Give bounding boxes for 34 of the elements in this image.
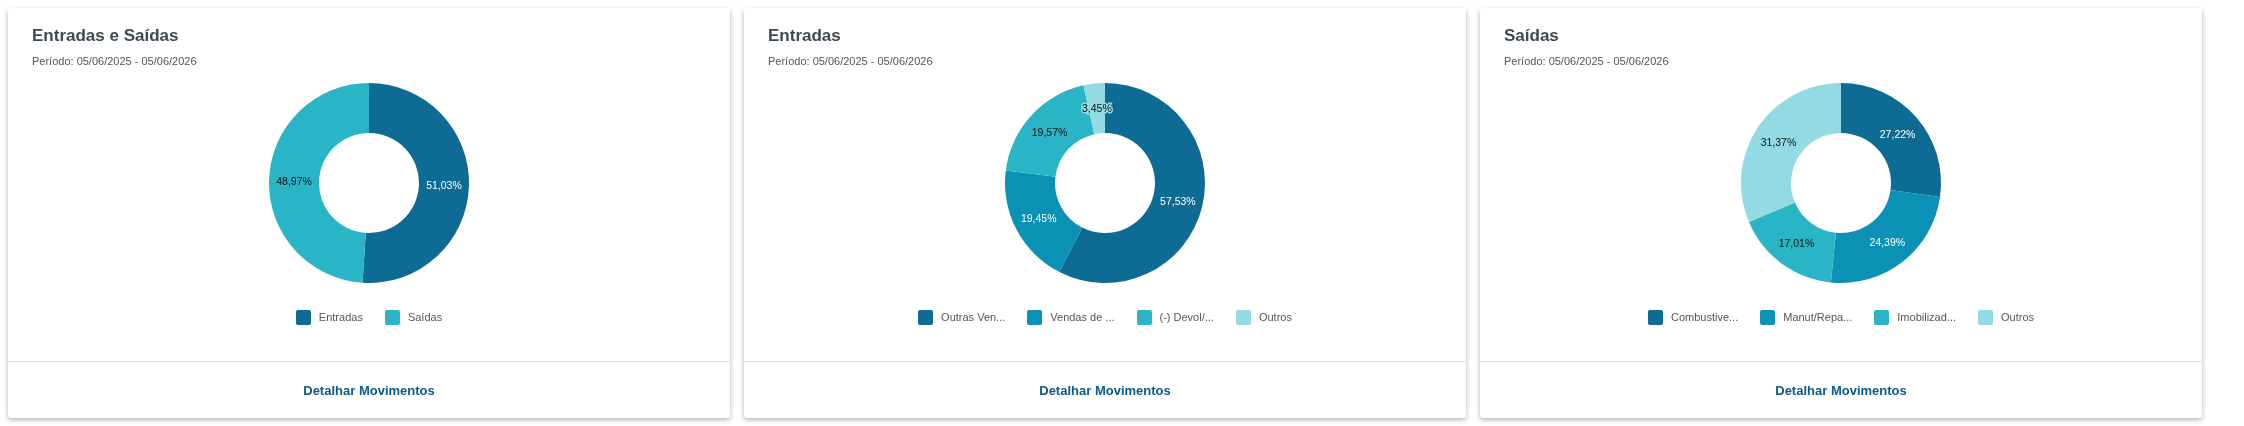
chart-title: Entradas — [768, 26, 842, 46]
donut-slice — [1005, 170, 1083, 273]
text: Entradas e Saídas — [32, 26, 180, 46]
donut-slice — [269, 83, 369, 283]
chart-subtitle: Período: 05/06/2025 - 05/06/2026 — [768, 55, 934, 67]
data-label: 19,45% — [1020, 212, 1057, 225]
data-label: 19,57% — [1031, 126, 1068, 139]
donut-slice — [362, 83, 469, 283]
legend-label: Manut/Repa... — [1783, 311, 1853, 323]
legend-label: Entradas — [318, 311, 363, 323]
legend-label: Vendas de ... — [1050, 311, 1115, 323]
donut-slice — [1830, 189, 1941, 283]
data-label: 27,22% — [1879, 127, 1916, 140]
legend-label: (-) Devol/... — [1159, 311, 1214, 323]
donut-slice — [1741, 83, 1841, 222]
legend-label: Saídas — [407, 311, 443, 323]
chart-subtitle: Período: 05/06/2025 - 05/06/2026 — [1504, 55, 1670, 67]
legend-label: Imobilizad... — [1897, 311, 1957, 323]
text: Detalhar Movimentos — [1039, 382, 1171, 398]
donut-slice — [1841, 83, 1941, 197]
data-label: 31,37% — [1760, 135, 1797, 148]
chart-title: Saídas — [1504, 26, 1560, 46]
legend-label: Combustive... — [1670, 311, 1739, 323]
text: Detalhar Movimentos — [303, 382, 435, 398]
text: Detalhar Movimentos — [1775, 382, 1907, 398]
text: Período: 05/06/2025 - 05/06/2026 — [32, 55, 198, 67]
legend-label: Outros — [1258, 311, 1292, 323]
data-label: 17,01% — [1778, 237, 1815, 250]
data-label: 48,97% — [276, 174, 312, 187]
legend-label: Outros — [2001, 311, 2035, 323]
legend-label: Outras Ven... — [941, 311, 1006, 323]
data-label: 51,03% — [426, 179, 462, 192]
data-label: 24,39% — [1869, 236, 1906, 249]
data-label: 57,53% — [1160, 194, 1196, 207]
